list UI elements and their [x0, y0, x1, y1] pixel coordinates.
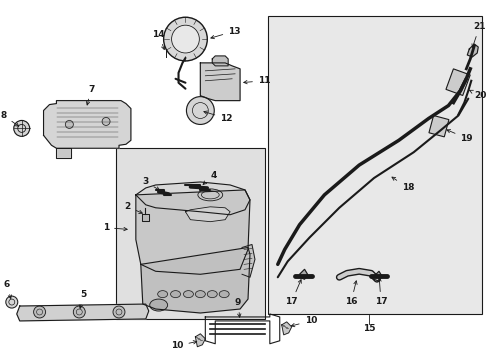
Polygon shape [195, 334, 205, 347]
Ellipse shape [207, 291, 217, 298]
Polygon shape [299, 269, 307, 279]
Text: 16: 16 [344, 281, 357, 306]
Polygon shape [141, 247, 249, 313]
Circle shape [186, 96, 214, 125]
Circle shape [34, 306, 45, 318]
Polygon shape [242, 244, 254, 277]
Ellipse shape [170, 291, 180, 298]
Bar [428, 116, 448, 137]
Circle shape [65, 121, 73, 129]
Text: 21: 21 [471, 22, 485, 48]
Text: 19: 19 [446, 130, 472, 143]
Text: 17: 17 [374, 278, 386, 306]
Circle shape [14, 121, 30, 136]
Text: 12: 12 [203, 111, 232, 123]
Bar [445, 69, 469, 95]
Text: 8: 8 [0, 111, 19, 126]
Polygon shape [136, 182, 249, 215]
Text: 17: 17 [285, 280, 301, 306]
Circle shape [73, 306, 85, 318]
Ellipse shape [198, 189, 222, 201]
Text: 10: 10 [291, 316, 316, 327]
Text: 18: 18 [391, 177, 413, 193]
Circle shape [113, 306, 124, 318]
Polygon shape [373, 271, 381, 281]
Text: 13: 13 [210, 27, 240, 39]
Text: 20: 20 [468, 90, 486, 100]
Text: 10: 10 [171, 341, 196, 350]
Polygon shape [43, 100, 131, 148]
Ellipse shape [195, 291, 205, 298]
Text: 1: 1 [102, 223, 127, 232]
Polygon shape [136, 190, 249, 274]
Polygon shape [281, 322, 291, 335]
Circle shape [102, 117, 110, 125]
Circle shape [6, 296, 18, 308]
Text: 4: 4 [203, 171, 216, 184]
Ellipse shape [149, 299, 167, 311]
Text: 9: 9 [234, 298, 241, 317]
Text: 5: 5 [79, 290, 86, 309]
Circle shape [171, 25, 199, 53]
Text: 3: 3 [142, 177, 159, 190]
Text: 14: 14 [152, 30, 164, 49]
Circle shape [163, 17, 207, 61]
Polygon shape [200, 63, 240, 100]
Polygon shape [467, 44, 477, 57]
Text: 15: 15 [362, 324, 375, 333]
Polygon shape [185, 207, 230, 222]
Polygon shape [142, 214, 148, 221]
Bar [267, 16, 481, 314]
Text: 6: 6 [4, 280, 11, 298]
Ellipse shape [183, 291, 193, 298]
Bar [116, 148, 264, 319]
Polygon shape [56, 148, 71, 158]
Polygon shape [212, 56, 228, 66]
Text: 7: 7 [86, 85, 94, 105]
Ellipse shape [157, 291, 167, 298]
Text: 2: 2 [124, 202, 142, 213]
Text: 11: 11 [243, 76, 270, 85]
Ellipse shape [219, 291, 229, 298]
Polygon shape [17, 304, 148, 321]
